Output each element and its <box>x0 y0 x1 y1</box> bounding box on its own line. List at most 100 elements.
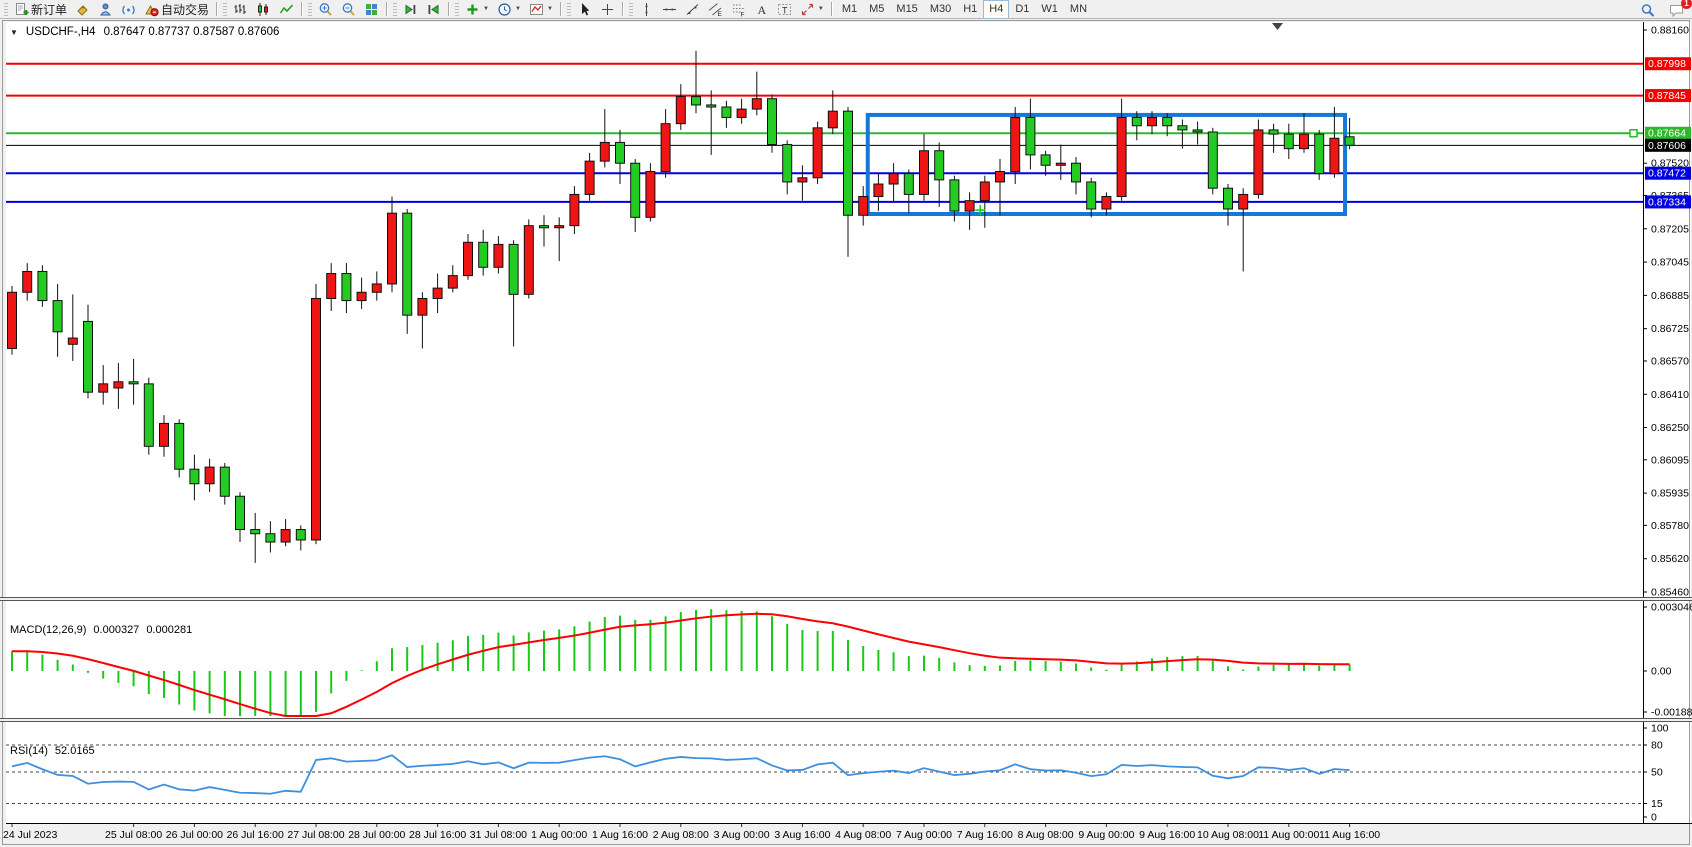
quick-trade-icon[interactable]: ▼ <box>10 27 18 37</box>
time-axis-label: 10 Aug 08:00 <box>1197 829 1259 841</box>
timeframe-m1-button[interactable]: M1 <box>841 3 858 15</box>
fibonacci-button[interactable]: F <box>727 0 750 19</box>
chart-window[interactable]: 0.881600.875200.873650.872050.870450.868… <box>0 19 1692 847</box>
time-axis-label: 31 Jul 08:00 <box>470 829 527 841</box>
tile-windows-button[interactable] <box>360 0 383 19</box>
styler-button[interactable] <box>71 0 94 19</box>
green-line-handle[interactable] <box>1629 128 1638 138</box>
panel-separator[interactable] <box>0 597 1692 601</box>
zoom-in-icon <box>318 2 333 17</box>
time-axis-label: 7 Aug 00:00 <box>896 829 952 841</box>
crosshair-button[interactable] <box>596 0 619 19</box>
candle <box>37 265 48 307</box>
zoom-out-button[interactable] <box>337 0 360 19</box>
toolbar-separator <box>386 2 389 16</box>
candle <box>554 217 565 262</box>
toolbar-grip <box>223 2 228 16</box>
auto-scroll-button[interactable] <box>399 0 422 19</box>
time-axis-label: 7 Aug 16:00 <box>957 829 1013 841</box>
candle <box>128 358 139 405</box>
candle <box>782 140 793 195</box>
green-line-label: 0.87664 <box>1648 128 1686 140</box>
cursor-button[interactable] <box>573 0 596 19</box>
line-chart-button[interactable] <box>275 0 298 19</box>
notifications-button[interactable]: 1 <box>1665 0 1692 20</box>
arrows-button[interactable]: ▼ <box>796 0 828 19</box>
candle <box>691 50 701 114</box>
panel-separator[interactable] <box>0 718 1692 722</box>
candle <box>751 71 762 116</box>
window-border <box>2 20 1690 845</box>
candle <box>174 419 185 478</box>
search-icon <box>1640 3 1655 18</box>
timeframe-h4-button[interactable]: H4 <box>983 0 1010 19</box>
time-axis-label: 2 Aug 08:00 <box>653 829 709 841</box>
main-chart-panel[interactable] <box>6 23 1643 563</box>
bar-chart-button[interactable] <box>229 0 252 19</box>
candle <box>979 175 990 228</box>
indicators-button[interactable]: ▼ <box>461 0 493 19</box>
templates-button[interactable]: ▼ <box>525 0 557 19</box>
candle <box>767 94 777 153</box>
chart-canvas[interactable]: 0.881600.875200.873650.872050.870450.868… <box>0 19 1692 847</box>
equidistant-channel-button[interactable]: E <box>704 0 727 19</box>
trendline-button[interactable] <box>681 0 704 19</box>
time-axis[interactable]: 24 Jul 2023 25 Jul 08:00 26 Jul 00:00 26 Ju… <box>3 824 1380 841</box>
timeframe-m15-button[interactable]: M15 <box>896 3 918 15</box>
candle <box>995 159 1005 216</box>
candle <box>387 196 397 293</box>
search-button[interactable] <box>1636 1 1659 20</box>
new-order-button-label: 新订单 <box>31 2 68 17</box>
vertical-line-button[interactable] <box>635 0 658 19</box>
price-scale[interactable]: 0.881600.875200.873650.872050.870450.868… <box>1643 22 1692 824</box>
candle <box>1192 121 1203 145</box>
candle <box>1314 129 1325 180</box>
candlestick-chart-button[interactable] <box>252 0 275 19</box>
candlesticks <box>7 50 1355 563</box>
periods-button[interactable]: ▼ <box>493 0 525 19</box>
time-axis-label: 9 Aug 00:00 <box>1078 829 1134 841</box>
time-axis-label: 27 Jul 08:00 <box>287 829 344 841</box>
rsi-scale-label: 50 <box>1651 767 1663 779</box>
chevron-down-icon: ▼ <box>483 6 489 12</box>
candle <box>417 292 428 349</box>
candle <box>463 233 473 280</box>
timeframe-m5-button[interactable]: M5 <box>869 3 885 15</box>
text-label-button[interactable]: T <box>773 0 796 19</box>
candle <box>721 100 732 128</box>
profile-button[interactable] <box>94 0 117 19</box>
candle <box>539 215 549 247</box>
horizontal-line-button[interactable] <box>658 0 681 19</box>
autotrade-icon <box>144 2 159 17</box>
rsi-panel[interactable] <box>6 744 1643 804</box>
timeframe-m30-button[interactable]: M30 <box>929 3 952 15</box>
price-tick-label: 0.85780 <box>1651 520 1689 532</box>
candle <box>858 186 869 226</box>
timeframe-w1-button[interactable]: W1 <box>1041 3 1058 15</box>
current-price-label: 0.87606 <box>1648 140 1686 152</box>
candle <box>645 163 656 222</box>
candle <box>1238 188 1249 272</box>
candle <box>311 283 321 545</box>
macd-panel[interactable] <box>11 609 1351 717</box>
text-button[interactable]: A <box>750 0 773 19</box>
autotrade-button[interactable]: 自动交易 <box>140 0 213 19</box>
zoom-in-button[interactable] <box>314 0 337 19</box>
new-order-button[interactable]: 新订单 <box>10 0 71 19</box>
chart-shift-button[interactable] <box>422 0 445 19</box>
candle <box>204 458 215 493</box>
channel-icon: E <box>708 2 723 18</box>
timeframe-d1-button[interactable]: D1 <box>1015 3 1030 15</box>
person-icon <box>98 2 113 17</box>
timeframe-mn-button[interactable]: MN <box>1069 3 1088 15</box>
shift-chart-icon <box>426 2 441 17</box>
signals-button[interactable] <box>117 0 140 19</box>
chart-line-icon <box>279 2 294 17</box>
candle <box>52 283 63 357</box>
candle <box>934 142 945 207</box>
timeframe-h1-button[interactable]: H1 <box>963 3 978 15</box>
toolbar-separator <box>559 2 562 16</box>
chevron-down-icon: ▼ <box>546 6 553 12</box>
time-axis-label: 11 Aug 00:00 <box>1258 829 1319 841</box>
buy-marker-icon[interactable] <box>975 205 986 216</box>
